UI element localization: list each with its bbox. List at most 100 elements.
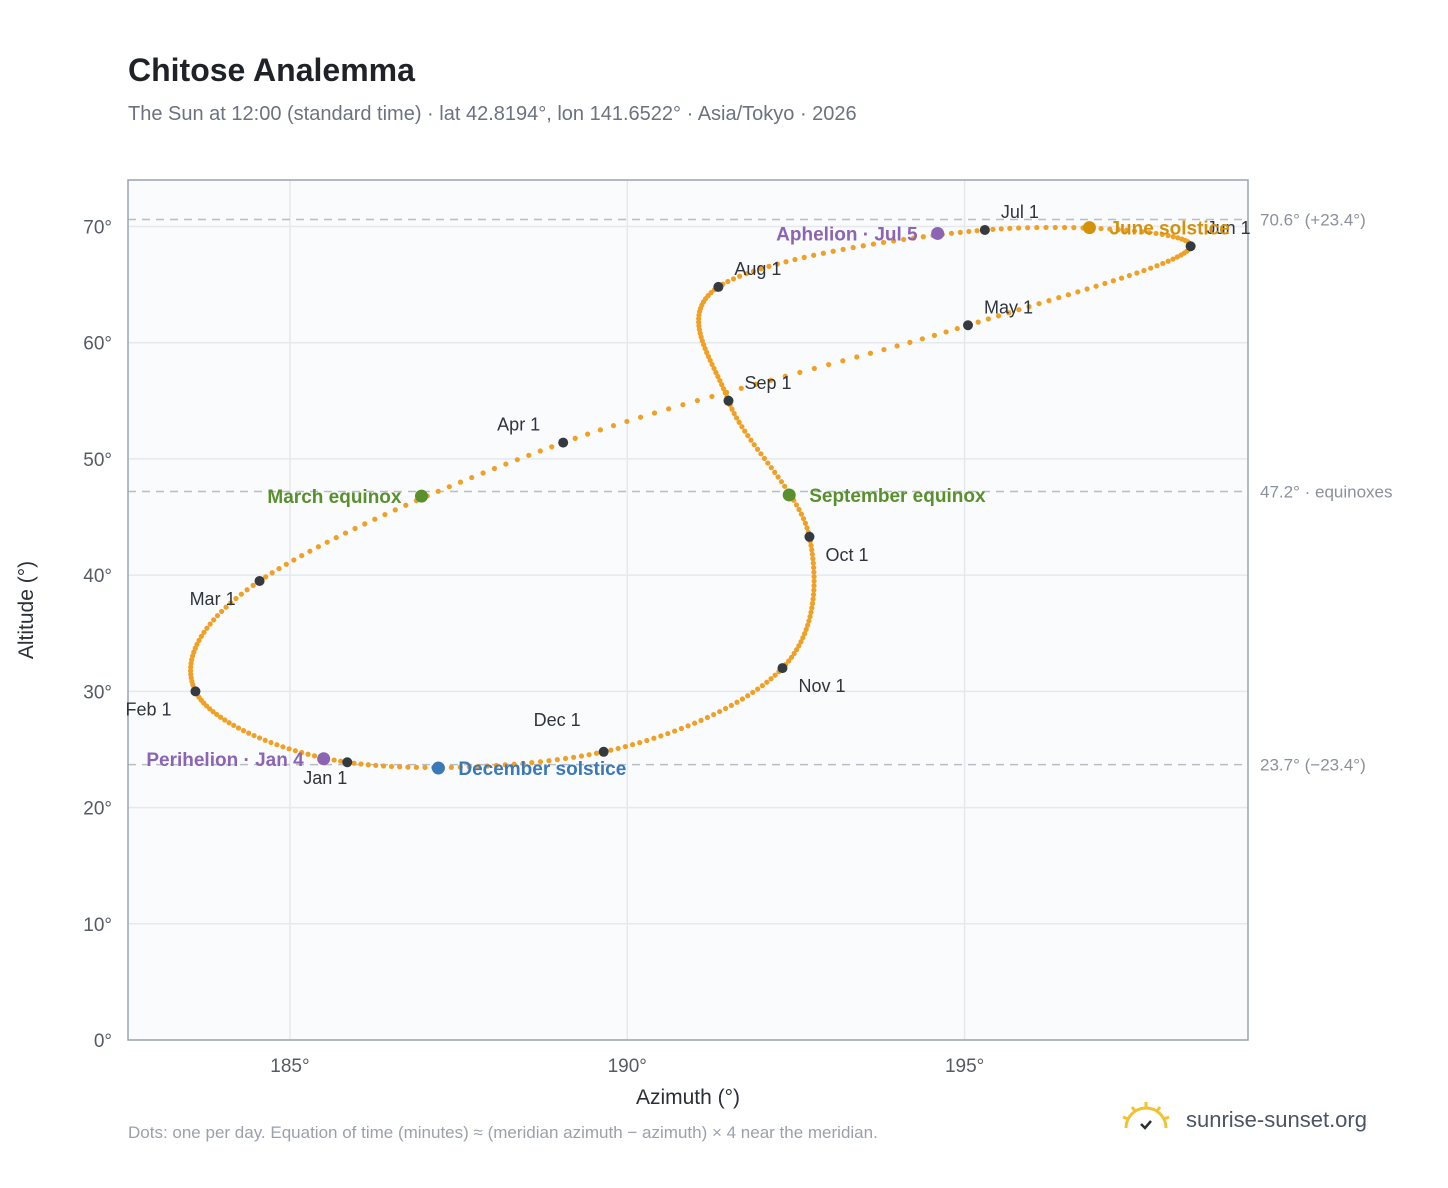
y-tick-label: 60° — [83, 334, 112, 355]
plot-frame — [127, 179, 1249, 1041]
daily-dot — [802, 520, 809, 526]
daily-dot — [392, 507, 398, 513]
daily-dot — [235, 725, 242, 731]
daily-dot — [305, 751, 311, 757]
daily-dot — [1046, 298, 1052, 304]
daily-dot — [801, 254, 807, 260]
daily-dot — [722, 390, 728, 396]
event-marker — [1082, 221, 1096, 235]
daily-dot — [299, 553, 305, 559]
daily-dot — [269, 570, 275, 576]
y-tick-label: 50° — [83, 450, 112, 471]
y-tick-label: 20° — [83, 799, 112, 820]
daily-dot — [457, 764, 463, 770]
daily-dot — [198, 633, 204, 639]
daily-dot — [766, 263, 772, 269]
daily-dot — [1107, 226, 1113, 232]
daily-dot — [810, 592, 817, 598]
daily-dot — [1065, 292, 1072, 298]
daily-dot — [782, 483, 788, 489]
daily-dot — [546, 758, 552, 764]
daily-dot — [194, 641, 200, 647]
daily-dot — [931, 332, 938, 338]
event-marker — [414, 489, 428, 503]
daily-dot — [207, 621, 213, 627]
daily-dot — [593, 750, 600, 756]
month-label: Nov 1 — [798, 676, 845, 696]
daily-dot — [214, 711, 220, 718]
daily-dot — [798, 639, 804, 645]
daily-dot — [493, 762, 499, 769]
daily-dot — [457, 479, 464, 485]
daily-dot — [637, 740, 643, 746]
daily-dot — [768, 676, 774, 682]
daily-dot — [1075, 289, 1081, 295]
daily-dot — [283, 561, 289, 567]
daily-dot — [672, 728, 678, 734]
month-label: Apr 1 — [497, 415, 540, 435]
daily-dot — [891, 238, 897, 244]
daily-dot — [948, 230, 955, 236]
daily-dot — [1025, 225, 1031, 231]
month-marker — [963, 320, 973, 331]
daily-dot — [1056, 295, 1062, 301]
daily-dot — [711, 711, 717, 718]
daily-dot — [745, 433, 751, 439]
daily-dot — [1165, 232, 1171, 239]
daily-dot — [1115, 227, 1121, 233]
daily-dot — [405, 764, 411, 770]
daily-dot — [299, 749, 305, 756]
daily-dot — [448, 764, 454, 770]
daily-dot — [572, 435, 578, 441]
daily-dot — [365, 762, 371, 768]
daily-dot — [1165, 258, 1171, 264]
chart-subtitle: The Sun at 12:00 (standard time) · lat 4… — [128, 103, 857, 125]
month-label: Jul 1 — [1001, 202, 1039, 222]
daily-dot — [263, 574, 269, 580]
daily-dot — [840, 358, 846, 364]
daily-dot — [226, 720, 232, 726]
daily-dot — [192, 645, 198, 651]
daily-dot — [240, 727, 247, 734]
daily-dot — [1148, 265, 1154, 271]
daily-dot — [809, 605, 815, 611]
event-label: Perihelion · Jan 4 — [146, 750, 304, 771]
brand-logo[interactable]: sunrise-sunset.org — [1120, 1100, 1367, 1139]
daily-dot — [775, 474, 781, 480]
daily-dot — [808, 609, 814, 615]
daily-dot — [826, 361, 832, 368]
daily-dot — [711, 365, 717, 372]
month-label: Mar 1 — [190, 589, 236, 609]
daily-dot — [586, 752, 592, 758]
reference-line-label: 70.6° (+23.4°) — [1260, 211, 1366, 230]
daily-dot — [1026, 304, 1032, 310]
reference-line-label: 23.7° (−23.4°) — [1260, 756, 1366, 775]
daily-dot — [794, 647, 800, 653]
daily-dot — [792, 256, 798, 263]
daily-dot — [707, 357, 713, 364]
y-axis-label: Altitude (°) — [15, 561, 38, 659]
daily-dot — [1071, 225, 1077, 231]
event-marker — [431, 761, 445, 775]
daily-dot — [196, 637, 202, 643]
daily-dot — [362, 521, 368, 527]
daily-dot — [665, 730, 671, 737]
daily-dot — [520, 760, 526, 767]
daily-dot — [966, 228, 972, 235]
daily-dot — [666, 406, 672, 412]
daily-dot — [745, 693, 751, 699]
daily-dot — [210, 709, 216, 715]
month-marker — [979, 224, 990, 235]
daily-dot — [1134, 270, 1140, 276]
daily-dot — [274, 742, 280, 748]
month-marker — [1185, 241, 1196, 252]
daily-dot — [211, 617, 217, 623]
daily-dot — [943, 329, 949, 335]
daily-dot — [1159, 231, 1165, 238]
daily-dot — [435, 488, 441, 494]
daily-dot — [1016, 225, 1022, 231]
daily-dot — [811, 365, 817, 372]
daily-dot — [219, 608, 225, 615]
x-tick-label: 190° — [608, 1056, 647, 1077]
daily-dot — [811, 578, 817, 584]
